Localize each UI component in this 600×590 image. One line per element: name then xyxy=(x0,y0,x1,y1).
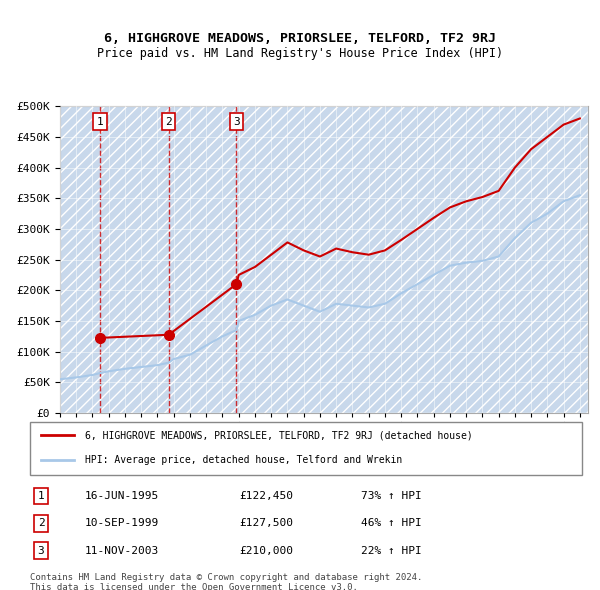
Text: HPI: Average price, detached house, Telford and Wrekin: HPI: Average price, detached house, Telf… xyxy=(85,455,403,465)
Text: 1: 1 xyxy=(38,491,44,501)
Text: 2: 2 xyxy=(38,519,44,528)
Text: 6, HIGHGROVE MEADOWS, PRIORSLEE, TELFORD, TF2 9RJ (detached house): 6, HIGHGROVE MEADOWS, PRIORSLEE, TELFORD… xyxy=(85,430,473,440)
Text: 16-JUN-1995: 16-JUN-1995 xyxy=(85,491,160,501)
Text: 11-NOV-2003: 11-NOV-2003 xyxy=(85,546,160,556)
Text: 10-SEP-1999: 10-SEP-1999 xyxy=(85,519,160,528)
Text: Contains HM Land Registry data © Crown copyright and database right 2024.: Contains HM Land Registry data © Crown c… xyxy=(30,573,422,582)
Text: £210,000: £210,000 xyxy=(240,546,294,556)
Text: £127,500: £127,500 xyxy=(240,519,294,528)
Text: 3: 3 xyxy=(38,546,44,556)
FancyBboxPatch shape xyxy=(30,422,582,475)
Text: 3: 3 xyxy=(233,117,240,126)
Text: £122,450: £122,450 xyxy=(240,491,294,501)
Text: 6, HIGHGROVE MEADOWS, PRIORSLEE, TELFORD, TF2 9RJ: 6, HIGHGROVE MEADOWS, PRIORSLEE, TELFORD… xyxy=(104,32,496,45)
Text: 22% ↑ HPI: 22% ↑ HPI xyxy=(361,546,422,556)
Text: 73% ↑ HPI: 73% ↑ HPI xyxy=(361,491,422,501)
Text: 46% ↑ HPI: 46% ↑ HPI xyxy=(361,519,422,528)
Text: 1: 1 xyxy=(97,117,103,126)
Text: 2: 2 xyxy=(166,117,172,126)
Text: This data is licensed under the Open Government Licence v3.0.: This data is licensed under the Open Gov… xyxy=(30,583,358,590)
Text: Price paid vs. HM Land Registry's House Price Index (HPI): Price paid vs. HM Land Registry's House … xyxy=(97,47,503,60)
